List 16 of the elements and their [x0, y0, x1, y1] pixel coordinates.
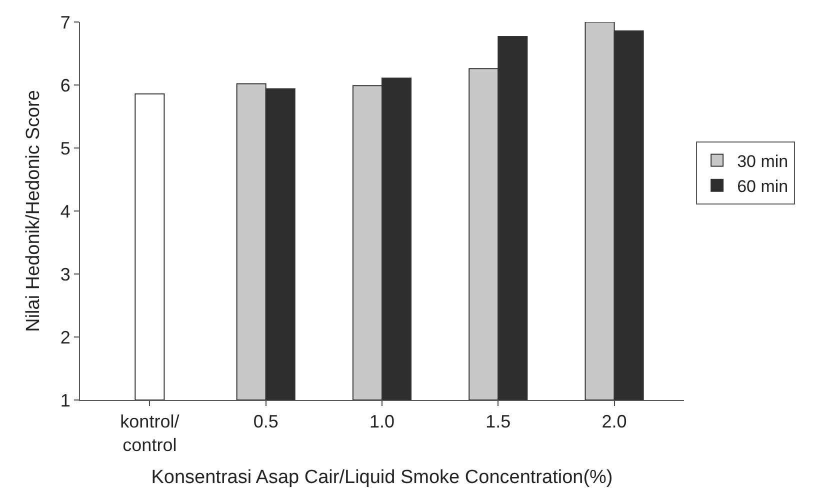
y-axis-title: Nilai Hedonik/Hedonic Score [23, 90, 44, 332]
x-tick-label: kontrol/control [120, 412, 180, 455]
x-tick-label: 1.0 [369, 412, 395, 432]
x-tick-label: 2.0 [602, 412, 627, 432]
y-tick-label: 1 [60, 390, 70, 410]
legend-label: 60 min [737, 176, 788, 196]
legend-label: 30 min [737, 152, 788, 171]
x-axis-title: Konsentrasi Asap Cair/Liquid Smoke Concentration(%) [151, 466, 613, 488]
y-tick-label: 3 [60, 264, 70, 284]
y-tick-label: 2 [60, 327, 70, 348]
y-tick-label: 5 [60, 138, 70, 158]
x-tick-label: 0.5 [253, 412, 278, 432]
y-tick-label: 6 [60, 75, 70, 96]
y-tick-label: 7 [60, 12, 70, 32]
x-tick-label: 1.5 [486, 412, 511, 432]
y-tick-label: 4 [60, 201, 70, 222]
